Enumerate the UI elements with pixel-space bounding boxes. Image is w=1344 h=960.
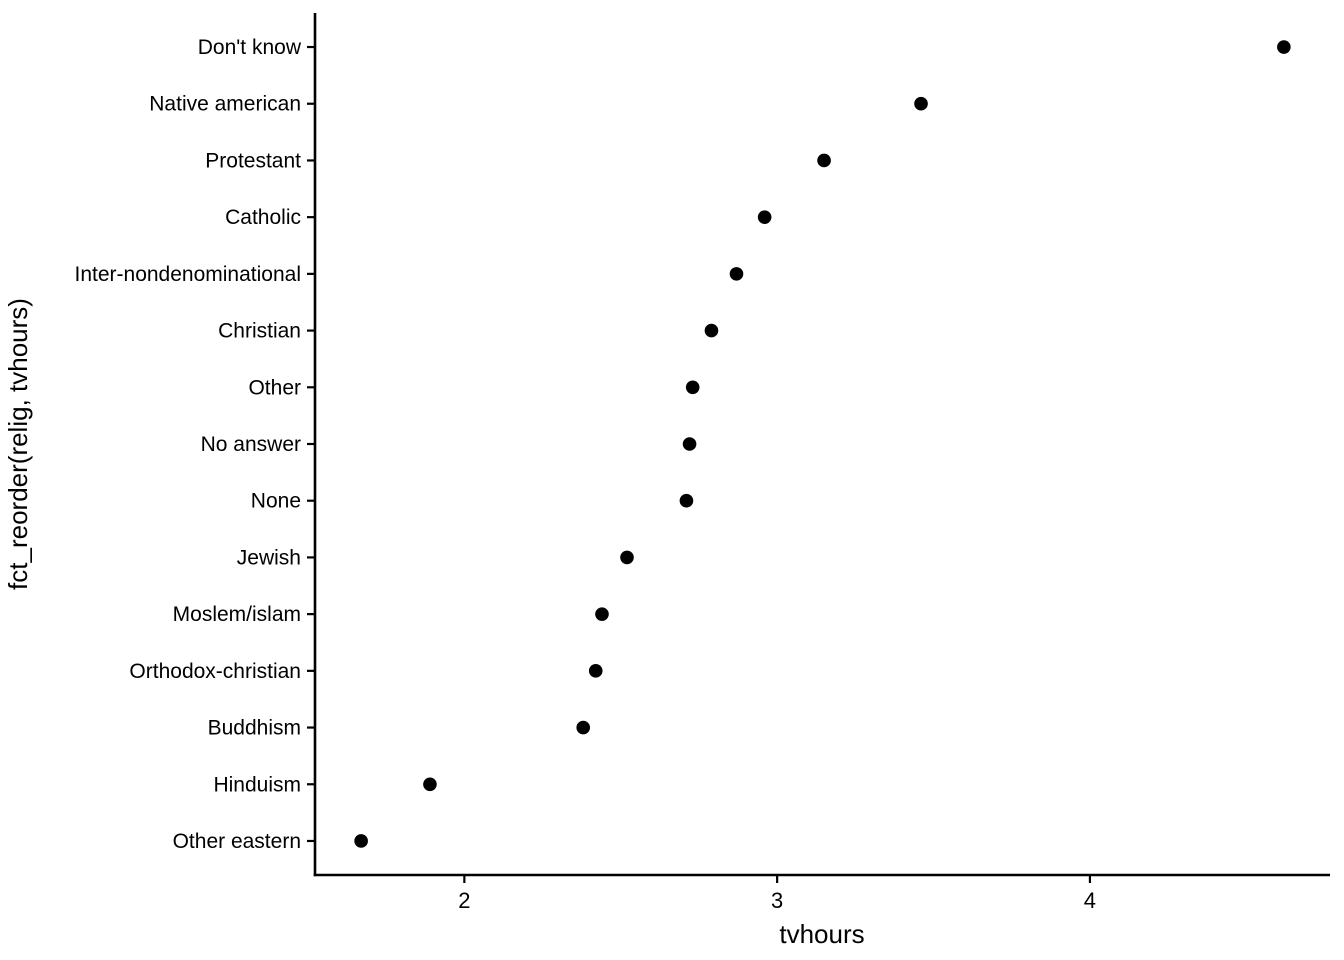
- y-tick-label: None: [251, 490, 301, 513]
- y-tick-label: No answer: [201, 433, 301, 456]
- data-point: [682, 437, 697, 451]
- data-point: [914, 96, 928, 111]
- x-tick-label: 4: [1084, 888, 1096, 913]
- data-points: [354, 40, 1291, 848]
- data-point: [423, 777, 437, 792]
- data-point: [595, 607, 609, 621]
- y-tick-label: Don't know: [198, 36, 302, 59]
- data-point: [757, 210, 772, 224]
- data-point: [354, 834, 368, 848]
- x-tick-label: 2: [458, 888, 470, 913]
- data-point: [704, 323, 719, 338]
- y-tick-label: Other: [248, 376, 301, 399]
- y-tick-label: Other eastern: [173, 830, 301, 853]
- y-tick-label: Protestant: [205, 149, 301, 172]
- y-tick-label: Moslem/islam: [173, 603, 301, 626]
- x-axis-title: tvhours: [779, 919, 864, 949]
- data-point: [729, 267, 744, 281]
- x-tick-label: 3: [771, 888, 783, 913]
- axes: 2 3 4 Don't know Native american Protestant Ca…: [75, 13, 1330, 913]
- data-point: [679, 493, 694, 508]
- data-point: [576, 720, 591, 735]
- data-point: [588, 664, 603, 678]
- y-tick-label: Jewish: [237, 546, 301, 569]
- y-tick-label: Orthodox-christian: [129, 660, 301, 683]
- y-tick-label: Inter-nondenominational: [75, 263, 302, 286]
- data-point: [817, 153, 831, 168]
- y-tick-label: Christian: [218, 320, 301, 343]
- y-tick-label: Native american: [149, 93, 301, 116]
- y-tick-label: Catholic: [225, 206, 301, 229]
- data-point: [620, 550, 634, 565]
- y-tick-label: Hinduism: [213, 773, 301, 796]
- data-point: [685, 380, 700, 395]
- data-point: [1277, 40, 1291, 54]
- y-axis-title: fct_reorder(relig, tvhours): [3, 298, 33, 590]
- y-tick-label: Buddhism: [208, 717, 301, 740]
